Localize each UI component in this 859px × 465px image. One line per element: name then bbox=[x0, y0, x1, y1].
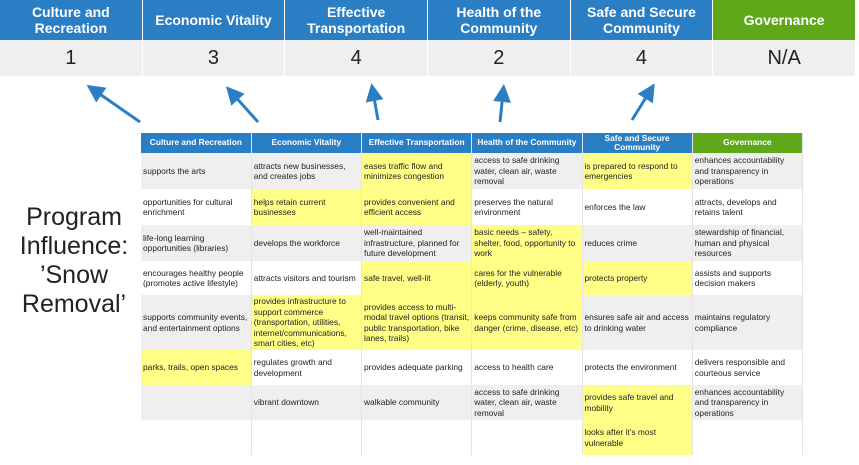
table-cell: provides safe travel and mobility bbox=[582, 385, 693, 420]
table-header: Safe and Secure Community bbox=[582, 133, 693, 153]
table-row: supports community events, and entertain… bbox=[141, 295, 804, 350]
table-cell: ensures safe air and access to drinking … bbox=[582, 295, 693, 350]
table-cell: develops the workforce bbox=[251, 225, 363, 261]
scorecard-score: 4 bbox=[285, 40, 428, 76]
table-cell: reduces crime bbox=[582, 225, 693, 261]
table-cell: attracts, develops and retains talent bbox=[692, 189, 804, 225]
table-cell: basic needs – safety, shelter, food, opp… bbox=[471, 225, 583, 261]
table-cell: access to safe drinking water, clean air… bbox=[471, 153, 583, 189]
scorecard-header: Effective Transportation bbox=[285, 0, 428, 40]
table-cell: protects the environment bbox=[582, 350, 693, 385]
scorecard-header: Safe and Secure Community bbox=[570, 0, 714, 40]
table-row: encourages healthy people (promotes acti… bbox=[141, 261, 804, 295]
table-cell: encourages healthy people (promotes acti… bbox=[141, 261, 252, 295]
table-cell: is prepared to respond to emergencies bbox=[582, 153, 693, 189]
table-cell: provides infrastructure to support comme… bbox=[251, 295, 363, 350]
table-cell: well-maintained infrastructure, planned … bbox=[361, 225, 473, 261]
table-cell: enhances accountability and transparency… bbox=[692, 385, 804, 420]
table-header: Health of the Community bbox=[471, 133, 583, 153]
table-cell: attracts new businesses, and creates job… bbox=[251, 153, 363, 189]
scorecard-header: Governance bbox=[713, 0, 856, 40]
scorecard-score: 2 bbox=[428, 40, 571, 76]
table-cell: cares for the vulnerable (elderly, youth… bbox=[471, 261, 583, 295]
table-cell: preserves the natural environment bbox=[471, 189, 583, 225]
table-cell: supports the arts bbox=[141, 153, 252, 189]
table-cell: regulates growth and development bbox=[251, 350, 363, 385]
table-cell: safe travel, well-lit bbox=[361, 261, 473, 295]
table-cell: access to health care bbox=[471, 350, 583, 385]
scorecard-header: Economic Vitality bbox=[142, 0, 286, 40]
arrows bbox=[86, 83, 655, 124]
arrow-icon bbox=[630, 83, 655, 121]
table-cell: supports community events, and entertain… bbox=[141, 295, 252, 350]
table-cell bbox=[361, 420, 473, 455]
table-cell: provides access to multi-modal travel op… bbox=[361, 295, 473, 350]
table-cell bbox=[692, 420, 804, 455]
scorecard-score: N/A bbox=[713, 40, 856, 76]
table-cell: enhances accountability and transparency… bbox=[692, 153, 804, 189]
table-cell: vibrant downtown bbox=[251, 385, 363, 420]
scorecard: Culture and Recreation Economic Vitality E… bbox=[0, 0, 856, 76]
table-cell bbox=[141, 420, 252, 455]
table-row: supports the arts attracts new businesses… bbox=[141, 153, 804, 189]
table-header: Economic Vitality bbox=[251, 133, 363, 153]
table-cell: provides convenient and efficient access bbox=[361, 189, 473, 225]
table-cell: provides adequate parking bbox=[361, 350, 473, 385]
table-row: looks after it’s most vulnerable bbox=[141, 420, 804, 455]
table-cell: keeps community safe from danger (crime,… bbox=[471, 295, 583, 350]
table-cell bbox=[471, 420, 583, 455]
table-cell bbox=[141, 385, 252, 420]
table-cell: parks, trails, open spaces bbox=[141, 350, 252, 385]
scorecard-score: 1 bbox=[0, 40, 143, 76]
arrow-icon bbox=[86, 84, 141, 124]
scorecard-score: 3 bbox=[143, 40, 286, 76]
table-cell: delivers responsible and courteous servi… bbox=[692, 350, 804, 385]
arrow-icon bbox=[365, 83, 384, 121]
table-cell: maintains regulatory compliance bbox=[692, 295, 804, 350]
table-cell: looks after it’s most vulnerable bbox=[582, 420, 693, 455]
table-cell: assists and supports decision makers bbox=[692, 261, 804, 295]
table-cell: attracts visitors and tourism bbox=[251, 261, 363, 295]
table-cell: opportunities for cultural enrichment bbox=[141, 189, 252, 225]
table-row: vibrant downtown walkable community access… bbox=[141, 385, 804, 420]
table-cell: stewardship of financial, human and phys… bbox=[692, 225, 804, 261]
table-header: Effective Transportation bbox=[361, 133, 473, 153]
table-cell: protects property bbox=[582, 261, 693, 295]
influence-table: Culture and Recreation Economic Vitality E… bbox=[141, 133, 804, 455]
table-row: life-long learning opportunities (librar… bbox=[141, 225, 804, 261]
scorecard-header: Culture and Recreation bbox=[0, 0, 143, 40]
table-cell: access to safe drinking water, clean air… bbox=[471, 385, 583, 420]
table-header: Culture and Recreation bbox=[141, 133, 252, 153]
table-row: opportunities for cultural enrichment hel… bbox=[141, 189, 804, 225]
scorecard-header: Health of the Community bbox=[427, 0, 571, 40]
table-row: parks, trails, open spaces regulates grow… bbox=[141, 350, 804, 385]
arrow-icon bbox=[225, 86, 260, 124]
program-title: Program Influence: ’Snow Removal’ bbox=[19, 203, 129, 318]
table-cell: enforces the law bbox=[582, 189, 693, 225]
table-header: Governance bbox=[692, 133, 804, 153]
table-cell: helps retain current businesses bbox=[251, 189, 363, 225]
table-cell: life-long learning opportunities (librar… bbox=[141, 225, 252, 261]
table-cell: walkable community bbox=[361, 385, 473, 420]
table-cell bbox=[251, 420, 363, 455]
table-cell: eases traffic flow and minimizes congest… bbox=[361, 153, 473, 189]
arrow-icon bbox=[493, 84, 512, 123]
scorecard-score: 4 bbox=[571, 40, 714, 76]
